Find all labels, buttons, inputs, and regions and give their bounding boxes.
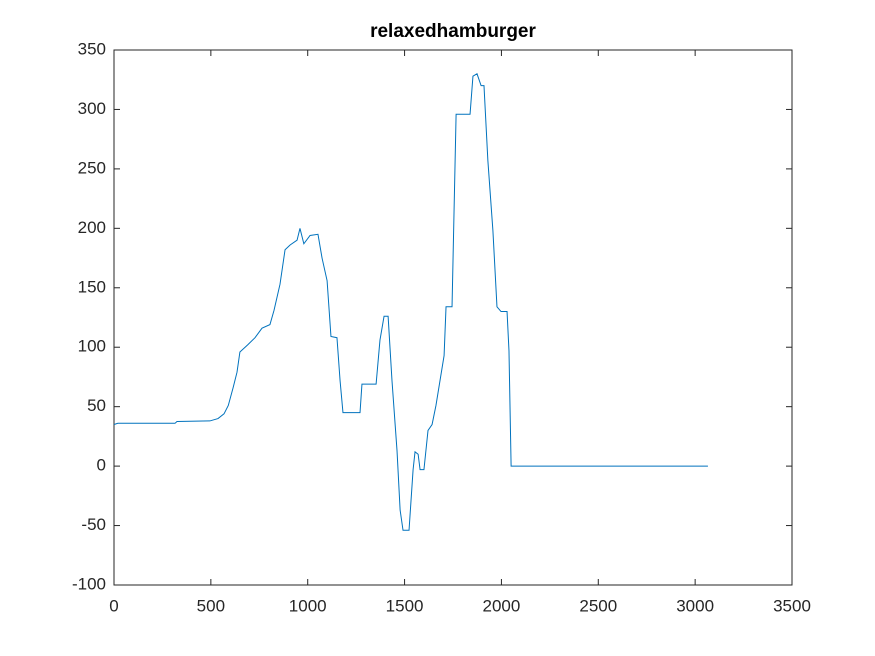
y-tick-label: 300	[78, 99, 106, 118]
x-tick-label: 3000	[676, 596, 714, 615]
x-tick-label: 2500	[579, 596, 617, 615]
y-tick-label: 350	[78, 39, 106, 58]
y-tick-label: 0	[97, 456, 106, 475]
x-tick-label: 1500	[386, 596, 424, 615]
y-tick-label: 200	[78, 218, 106, 237]
x-tick-label: 2000	[483, 596, 521, 615]
y-tick-label: -50	[81, 515, 106, 534]
x-tick-label: 1000	[289, 596, 327, 615]
x-tick-label: 0	[109, 596, 118, 615]
plot-area	[113, 49, 793, 586]
x-tick-label: 500	[197, 596, 225, 615]
x-tick-label: 3500	[773, 596, 811, 615]
y-tick-label: 150	[78, 277, 106, 296]
y-tick-label: 50	[87, 396, 106, 415]
y-tick-label: 100	[78, 337, 106, 356]
chart-title: relaxedhamburger	[370, 21, 536, 42]
y-tick-label: -100	[72, 574, 106, 593]
line	[113, 73, 708, 531]
y-tick-label: 250	[78, 158, 106, 177]
